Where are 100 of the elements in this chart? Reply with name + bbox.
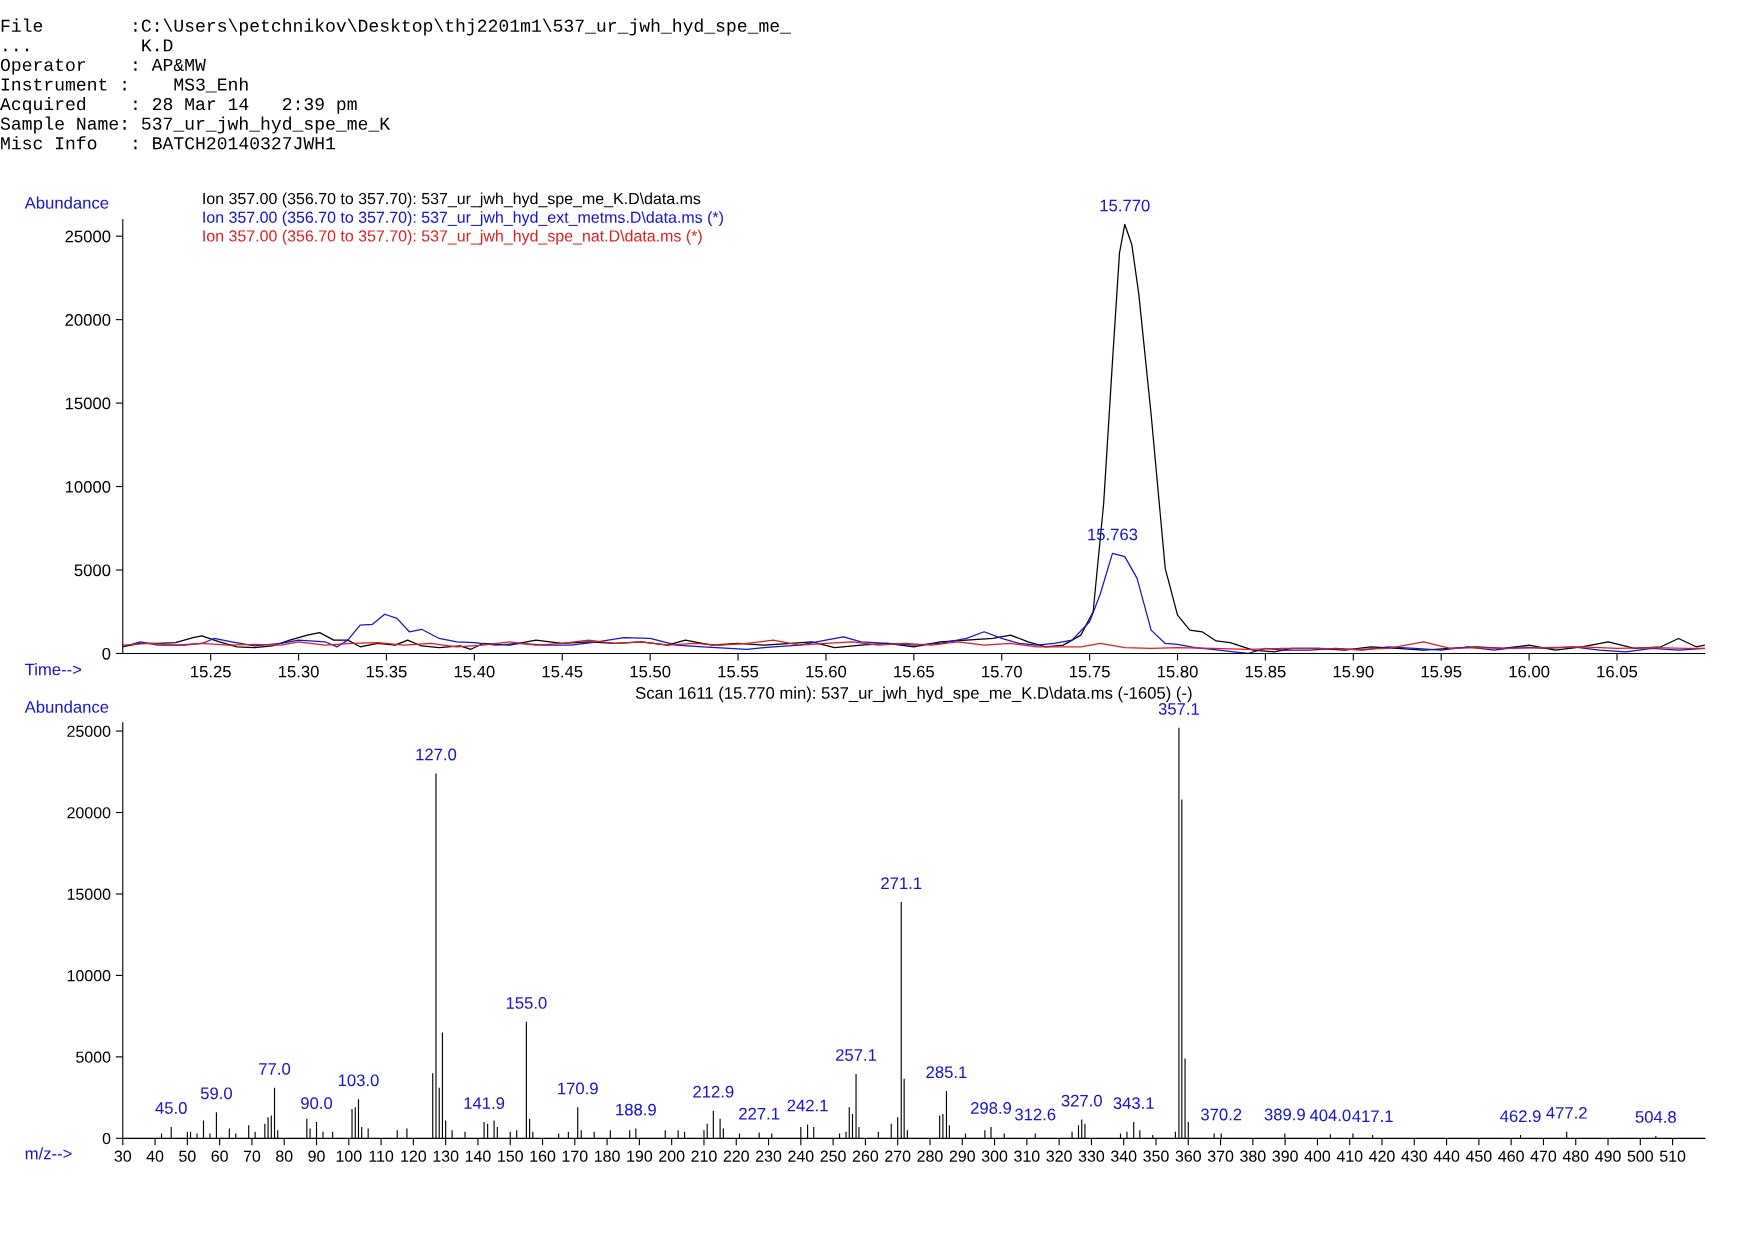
- x-tick-label: 510: [1659, 1150, 1686, 1162]
- x-tick-label: 490: [1595, 1150, 1621, 1162]
- y-tick-label: 0: [102, 647, 111, 660]
- x-tick-label: 470: [1530, 1150, 1557, 1162]
- annotation: 90.0: [301, 1097, 333, 1110]
- x-tick-label: 15.50: [630, 665, 671, 678]
- x-tick-label: 15.45: [542, 665, 583, 678]
- x-tick-label: 260: [852, 1150, 879, 1162]
- annotation: 242.1: [787, 1099, 828, 1112]
- annotation: 188.9: [616, 1103, 656, 1116]
- y-tick-label: 25000: [65, 230, 111, 243]
- annotation: 370.2: [1201, 1108, 1242, 1121]
- x-tick-label: 15.65: [894, 665, 934, 678]
- x-tick-label: 440: [1433, 1150, 1460, 1162]
- x-tick-label: 460: [1498, 1150, 1524, 1162]
- text: Ion 357.00 (356.70 to 357.70): 537_ur_jwh_hyd_ext_metms.D\data.ms (*): [203, 211, 723, 227]
- x-tick-label: 15.95: [1421, 665, 1462, 678]
- x-tick-label: 140: [465, 1150, 491, 1162]
- x-tick-label: 430: [1401, 1150, 1427, 1162]
- x-tick-label: 15.90: [1333, 665, 1374, 678]
- annotation: 285.1: [926, 1066, 967, 1079]
- text: ... K.D: [4, 39, 173, 52]
- x-tick-label: 170: [562, 1150, 588, 1162]
- annotation: 357.1: [1158, 702, 1199, 715]
- x-tick-label: 16.05: [1597, 665, 1638, 678]
- annotation: 312.6: [1015, 1108, 1056, 1121]
- x-tick-label: 50: [179, 1150, 196, 1162]
- annotation: 462.9: [1500, 1110, 1541, 1123]
- x-tick-label: 15.30: [278, 665, 319, 678]
- x-axis-title: m/z-->: [25, 1147, 72, 1160]
- x-tick-label: 15.75: [1070, 665, 1110, 678]
- x-tick-label: 80: [276, 1150, 293, 1162]
- x-tick-label: 340: [1110, 1150, 1137, 1162]
- x-tick-label: 60: [211, 1150, 228, 1162]
- x-tick-label: 15.80: [1157, 665, 1198, 678]
- y-tick-label: 20000: [65, 314, 111, 326]
- y-tick-label: 20000: [67, 807, 111, 819]
- annotation: 327.0: [1061, 1094, 1102, 1107]
- text: Ion 357.00 (356.70 to 357.70): 537_ur_jwh_hyd_spe_nat.D\data.ms (*): [203, 229, 702, 245]
- y-tick-label: 10000: [65, 480, 111, 493]
- x-tick-label: 200: [659, 1150, 685, 1162]
- x-tick-label: 240: [788, 1150, 814, 1162]
- x-tick-label: 16.00: [1509, 665, 1550, 678]
- text: Sample Name: 537_ur_jwh_hyd_spe_me_K: [0, 116, 391, 134]
- annotation: 170.9: [558, 1082, 598, 1095]
- annotation: 141.9: [464, 1097, 505, 1110]
- x-tick-label: 350: [1143, 1150, 1169, 1162]
- y-axis-title: Abundance: [24, 196, 109, 209]
- x-tick-label: 310: [1014, 1150, 1040, 1162]
- line-series: [122, 639, 1705, 650]
- x-tick-label: 400: [1304, 1150, 1331, 1162]
- x-tick-label: 320: [1046, 1150, 1072, 1162]
- annotation: 504.8: [1635, 1111, 1676, 1123]
- x-tick-label: 410: [1336, 1150, 1363, 1162]
- x-tick-label: 150: [498, 1150, 523, 1162]
- x-tick-label: 450: [1465, 1150, 1492, 1162]
- y-tick-label: 0: [102, 1132, 111, 1145]
- x-tick-label: 15.40: [454, 665, 495, 678]
- x-tick-label: 370: [1207, 1150, 1234, 1162]
- x-tick-label: 15.35: [366, 665, 407, 678]
- annotation: 477.2: [1546, 1106, 1587, 1119]
- annotation: 389.9: [1264, 1108, 1305, 1121]
- annotation: 212.9: [693, 1085, 734, 1098]
- x-tick-label: 390: [1272, 1150, 1298, 1162]
- x-tick-label: 110: [369, 1150, 394, 1162]
- x-axis-title: Time-->: [25, 663, 82, 676]
- x-tick-label: 500: [1627, 1150, 1654, 1162]
- x-tick-label: 220: [723, 1150, 749, 1162]
- x-tick-label: 250: [820, 1150, 846, 1162]
- y-tick-label: 15000: [65, 397, 111, 410]
- annotation: 227.1: [739, 1107, 780, 1120]
- x-tick-label: 380: [1240, 1150, 1266, 1162]
- x-tick-label: 70: [243, 1150, 261, 1162]
- text: Misc Info : BATCH20140327JWH1: [1, 136, 336, 150]
- x-tick-label: 300: [981, 1150, 1008, 1162]
- annotation: 127.0: [416, 748, 457, 761]
- annotation: 257.1: [836, 1049, 877, 1061]
- annotation: 77.0: [259, 1063, 291, 1075]
- text: Ion 357.00 (356.70 to 357.70): 537_ur_jwh_hyd_spe_me_K.D\data.ms: [203, 192, 701, 208]
- annotation: 417.1: [1352, 1110, 1393, 1122]
- text: Instrument : MS3_Enh: [1, 77, 248, 93]
- x-tick-label: 40: [146, 1150, 164, 1162]
- x-tick-label: 270: [885, 1150, 911, 1162]
- text: Operator : AP&MW: [0, 58, 206, 75]
- annotation: 15.770: [1100, 199, 1150, 212]
- annotation: 45.0: [155, 1102, 187, 1114]
- annotation: 343.1: [1113, 1097, 1154, 1110]
- annotation: 271.1: [881, 877, 922, 889]
- x-tick-label: 120: [401, 1150, 427, 1162]
- x-tick-label: 100: [336, 1150, 362, 1162]
- x-tick-label: 280: [917, 1150, 943, 1162]
- text: Acquired : 28 Mar 14 2:39 pm: [0, 96, 357, 114]
- x-tick-label: 480: [1562, 1150, 1589, 1162]
- annotation: 103.0: [338, 1074, 379, 1087]
- x-tick-label: 15.85: [1245, 665, 1286, 678]
- x-tick-label: 210: [691, 1150, 717, 1162]
- annotation: 404.0: [1309, 1109, 1351, 1122]
- x-tick-label: 15.60: [806, 665, 847, 678]
- annotation: 59.0: [200, 1087, 232, 1100]
- annotation: 155.0: [506, 997, 547, 1009]
